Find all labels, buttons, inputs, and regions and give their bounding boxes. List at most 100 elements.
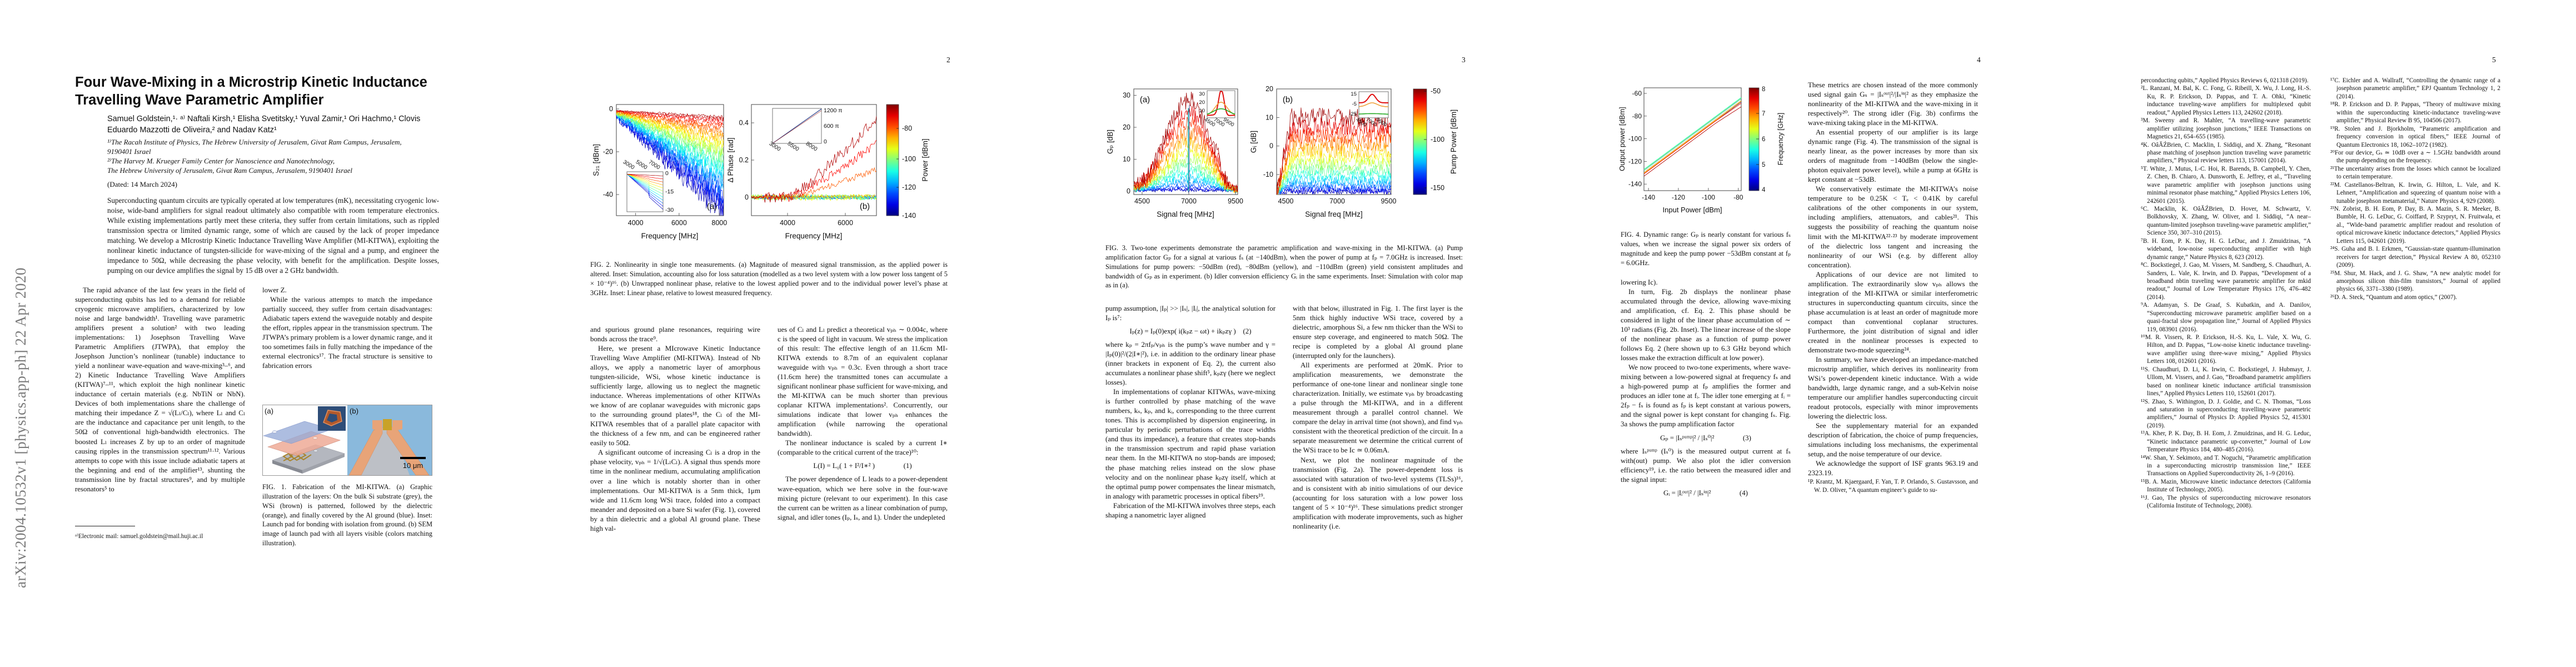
svg-text:Frequency [MHz]: Frequency [MHz]: [785, 232, 843, 240]
svg-text:(a): (a): [265, 407, 273, 415]
svg-text:Frequency [GHz]: Frequency [GHz]: [1777, 113, 1785, 165]
svg-text:-25: -25: [1349, 111, 1357, 117]
svg-text:20: 20: [1199, 99, 1205, 106]
paragraph: with that below, illustrated in Fig. 1. …: [1293, 304, 1463, 361]
affiliation-line: The Hebrew University of Jerusalem, Giva…: [107, 166, 446, 176]
p2-column-1: and spurious ground plane resonances, re…: [590, 325, 760, 614]
svg-text:10 μm: 10 μm: [403, 461, 423, 470]
paragraph: The rapid advance of the last few years …: [75, 286, 245, 494]
reference-entry: ²²M. Castellanos-Beltran, K. Irwin, G. H…: [2330, 181, 2500, 205]
svg-text:Input Power [dBm]: Input Power [dBm]: [1663, 206, 1722, 214]
svg-text:-80: -80: [902, 125, 912, 132]
svg-text:-120: -120: [1672, 193, 1685, 201]
reference-entry: ⁴K. OâĂŹBrien, C. Macklin, I. Siddiqi, a…: [2141, 141, 2311, 165]
paragraph: Here, we present a MIcrowave Kinetic Ind…: [590, 344, 760, 448]
page-number: 4: [1977, 56, 1981, 64]
paragraph: In summary, we have developed an impedan…: [1808, 355, 1978, 421]
svg-text:(b): (b): [350, 407, 358, 415]
affiliations: ¹⁾The Racah Institute of Physics, The He…: [107, 138, 446, 176]
paragraph: See the supplementary material for an ex…: [1808, 421, 1978, 459]
reference-entry: ¹⁷C. Eichler and A. Wallraff, “Controlli…: [2330, 77, 2500, 101]
paragraph: While the various attempts to match the …: [262, 295, 432, 371]
svg-text:4000: 4000: [628, 219, 644, 227]
svg-text:-120: -120: [902, 183, 916, 191]
svg-text:4000: 4000: [780, 219, 795, 227]
document: arXiv:2004.10532v1 [physics.app-ph] 22 A…: [0, 0, 2576, 667]
svg-text:-30: -30: [665, 207, 674, 213]
paragraph: Gₚ = |Iₛᵖᵘᵐᵖ|² / |Iₛ⁰|² (3): [1621, 434, 1791, 443]
paragraph: The nonlinear inductance is scaled by a …: [778, 439, 948, 457]
svg-text:-20: -20: [603, 148, 613, 156]
paragraph: Next, we plot the nonlinear magnitude of…: [1293, 456, 1463, 531]
paragraph: We now proceed to two-tone experiments, …: [1621, 363, 1791, 429]
reference-entry: ²⁶D. A. Steck, “Quantum and atom optics,…: [2330, 293, 2500, 301]
reference-entry: ⁷B. H. Eom, P. K. Day, H. G. LeDuc, and …: [2141, 237, 2311, 261]
reference-entry: ¹³A. Kher, P. K. Day, B. H. Eom, J. Zmui…: [2141, 430, 2311, 454]
reference-entry: ¹⁹R. Stolen and J. Bjorkholm, “Parametri…: [2330, 125, 2500, 149]
svg-text:Gₚ [dB]: Gₚ [dB]: [1106, 130, 1114, 154]
svg-text:Δ Phase [rad]: Δ Phase [rad]: [726, 137, 735, 182]
svg-text:0.4: 0.4: [739, 119, 749, 127]
paragraph: Iₚ(z) = Iₚ(0)exp( i(kₚz − ωt) + ikₚzγ ) …: [1105, 327, 1275, 336]
svg-text:10: 10: [1265, 113, 1273, 121]
reference-entry: ⁹A. Adamyan, S. De Graaf, S. Kubatkin, a…: [2141, 301, 2311, 334]
paragraph: where Iₛᵖᵘᵐᵖ (Iₛ⁰) is the measured outpu…: [1621, 447, 1791, 485]
reference-entry: ²⁰For our device, Gₛ ≃ 10dB over a ∼ 1.5…: [2330, 149, 2500, 165]
svg-text:-80: -80: [1632, 112, 1642, 120]
author-list: Samuel Goldstein,¹· ᵃ⁾ Naftali Kirsh,¹ E…: [107, 114, 446, 136]
svg-text:7000: 7000: [1181, 197, 1197, 205]
reference-entry: ³M. Sweeny and R. Mahler, “A travelling-…: [2141, 117, 2311, 141]
affiliation-line: 9190401 Israel: [107, 147, 446, 157]
paragraph: An essential property of our amplifier i…: [1808, 128, 1978, 185]
svg-text:30: 30: [1123, 92, 1130, 99]
page-number: 2: [946, 56, 950, 64]
p4-column-2: These metrics are chosen instead of the …: [1808, 81, 1978, 614]
page-number: 5: [2492, 56, 2496, 64]
figure-3-caption: FIG. 3. Two-tone experiments demonstrate…: [1105, 243, 1463, 290]
abstract: Superconducting quantum circuits are typ…: [107, 196, 439, 276]
figure-4-dynamic-range: -60 -80 -100 -120 -140-140 -120 -100 -80 Input P…: [1618, 49, 1807, 227]
affiliation-line: ¹⁾The Racah Institute of Physics, The He…: [107, 138, 446, 147]
p1-column-2: lower Z. While the various attempts to ma…: [262, 286, 432, 398]
svg-text:-100: -100: [1702, 193, 1715, 201]
svg-text:-140: -140: [902, 212, 916, 220]
page-2: 2 3000 5000 7000 0 -15 -30 0 -20 -40 4000 6000 8000…: [515, 0, 1030, 667]
svg-text:7: 7: [1762, 111, 1765, 117]
svg-text:Gᵢ [dB]: Gᵢ [dB]: [1249, 131, 1258, 153]
svg-text:20: 20: [1265, 85, 1273, 93]
svg-text:-5: -5: [1352, 101, 1357, 107]
reference-entry: ¹¹S. Chaudhuri, D. Li, K. Irwin, C. Bock…: [2141, 366, 2311, 398]
paragraph: These metrics are chosen instead of the …: [1808, 81, 1978, 128]
svg-text:1200 π: 1200 π: [824, 107, 843, 114]
svg-text:-100: -100: [902, 155, 916, 163]
svg-text:Frequency [MHz]: Frequency [MHz]: [641, 232, 699, 240]
arxiv-stamp: arXiv:2004.10532v1 [physics.app-ph] 22 A…: [12, 267, 29, 588]
reference-entry: ²L. Ranzani, M. Bal, K. C. Fong, G. Ribe…: [2141, 84, 2311, 117]
svg-text:10: 10: [1199, 108, 1205, 114]
figure-2-caption: FIG. 2. Nonlinearity in single tone meas…: [590, 260, 948, 297]
svg-text:30: 30: [1199, 91, 1205, 97]
svg-text:(a): (a): [1140, 95, 1150, 104]
figure-1-caption: FIG. 1. Fabrication of the MI-KITWA. (a)…: [262, 482, 432, 548]
title-line2: Travelling Wave Parametric Amplifier: [75, 91, 442, 109]
affiliation-line: ²⁾The Harvey M. Krueger Family Center fo…: [107, 157, 446, 166]
reference-entry: ¹⁵B. A. Mazin, Microwave kinetic inducta…: [2141, 478, 2311, 494]
svg-text:-40: -40: [603, 191, 613, 198]
svg-text:S₂₁ [dBm]: S₂₁ [dBm]: [592, 144, 600, 176]
svg-text:Power [dBm]: Power [dBm]: [921, 138, 929, 181]
svg-text:-120: -120: [1628, 157, 1642, 165]
svg-text:-100: -100: [1431, 136, 1444, 143]
page-3: 3 30 20 10 4500 7000 9500 30 20 10 0 4500 7000 9500 S…: [1030, 0, 1546, 667]
svg-text:6: 6: [1762, 136, 1765, 143]
paragraph: The power dependence of L leads to a pow…: [778, 475, 948, 522]
p3-column-2: with that below, illustrated in Fig. 1. …: [1293, 304, 1463, 614]
paragraph: L(I) = L₀( 1 + I²/I∗² ) (1): [778, 461, 948, 471]
reference-entry: ²⁴S. Guha and B. I. Erkmen, “Gaussian-st…: [2330, 245, 2500, 269]
svg-text:6000: 6000: [838, 219, 853, 227]
svg-text:10: 10: [1123, 156, 1130, 163]
svg-text:-15: -15: [665, 188, 674, 195]
paragraph: and spurious ground plane resonances, re…: [590, 325, 760, 344]
svg-text:5: 5: [1762, 162, 1765, 168]
figure-3-two-tone: 30201045007000950030201004500 7000 9500Sig…: [1103, 49, 1469, 232]
authors-line2: Eduardo Mazzotti de Oliveira,² and Nadav…: [107, 125, 446, 136]
